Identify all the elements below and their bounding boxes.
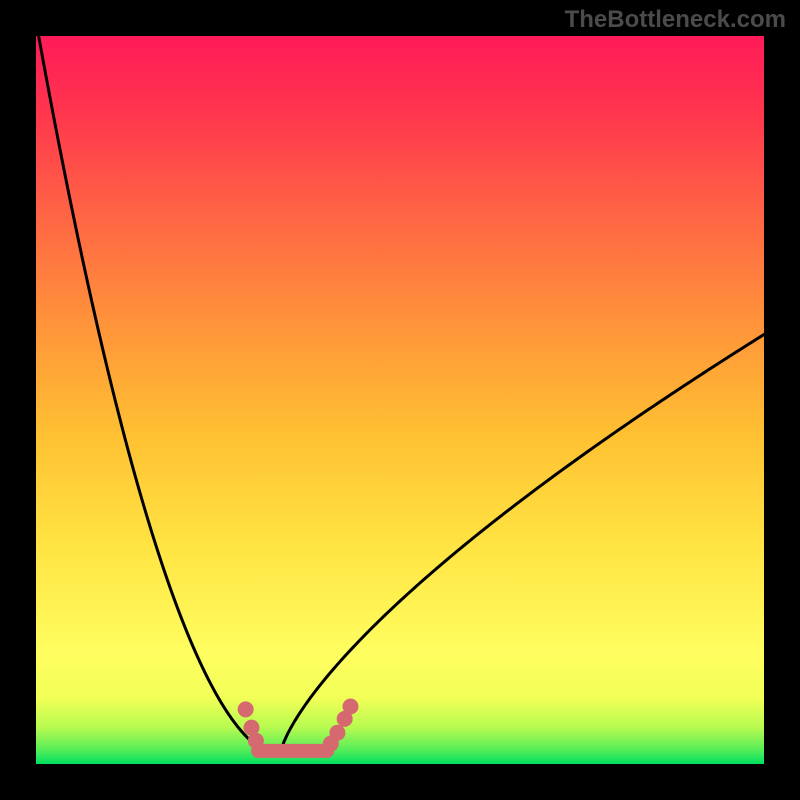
chart-svg: [0, 0, 800, 800]
valley-dot-right: [329, 725, 345, 741]
valley-dot-right: [342, 698, 358, 714]
plot-area: [36, 36, 764, 764]
chart-stage: TheBottleneck.com: [0, 0, 800, 800]
valley-dot-left: [248, 733, 264, 749]
valley-dot-left: [238, 701, 254, 717]
